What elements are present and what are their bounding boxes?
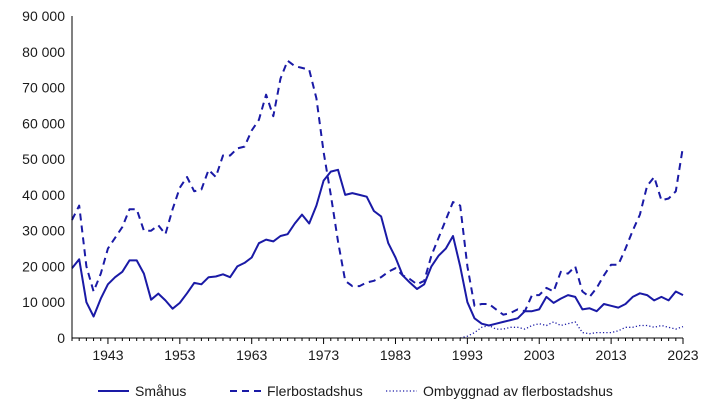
x-tick-label: 2023 [667, 347, 698, 363]
legend: Småhus Flerbostadshus Ombyggnad av flerbos… [98, 383, 613, 399]
x-tick-label: 1993 [452, 347, 483, 363]
y-axis-ticks: 0 10 000 20 000 30 000 40 000 50 000 60 000 70 … [22, 8, 65, 346]
x-axis-ticks: 1943 1953 1963 1973 1983 1993 2003 2013 2023 [71, 338, 699, 363]
series-line-1 [71, 59, 684, 316]
y-tick-label: 60 000 [22, 115, 65, 131]
y-tick-label: 0 [57, 330, 65, 346]
y-tick-label: 50 000 [22, 151, 65, 167]
y-tick-label: 20 000 [22, 258, 65, 274]
x-tick-label: 1953 [164, 347, 195, 363]
x-tick-label: 1963 [236, 347, 267, 363]
series-line-0 [71, 168, 684, 327]
y-tick-label: 10 000 [22, 294, 65, 310]
x-tick-label: 1983 [380, 347, 411, 363]
legend-label-1: Flerbostadshus [267, 383, 363, 399]
x-tick-label: 2013 [596, 347, 627, 363]
y-tick-label: 30 000 [22, 223, 65, 239]
legend-label-2: Ombyggnad av flerbostadshus [423, 383, 613, 399]
plot-series [71, 59, 684, 339]
y-tick-label: 90 000 [22, 8, 65, 24]
y-tick-label: 70 000 [22, 80, 65, 96]
y-tick-label: 80 000 [22, 44, 65, 60]
y-tick-label: 40 000 [22, 187, 65, 203]
x-tick-label: 2003 [524, 347, 555, 363]
series-line-2 [460, 321, 684, 339]
x-tick-label: 1943 [92, 347, 123, 363]
legend-label-0: Småhus [135, 383, 186, 399]
x-tick-label: 1973 [308, 347, 339, 363]
